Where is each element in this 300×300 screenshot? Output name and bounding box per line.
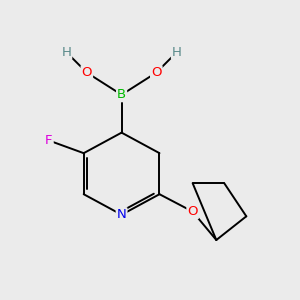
Text: H: H [172, 46, 182, 59]
Text: H: H [61, 46, 71, 59]
Text: N: N [117, 208, 127, 221]
Text: O: O [188, 205, 198, 218]
Text: B: B [117, 88, 126, 101]
Text: O: O [151, 66, 162, 79]
Text: F: F [45, 134, 53, 147]
Text: O: O [82, 66, 92, 79]
